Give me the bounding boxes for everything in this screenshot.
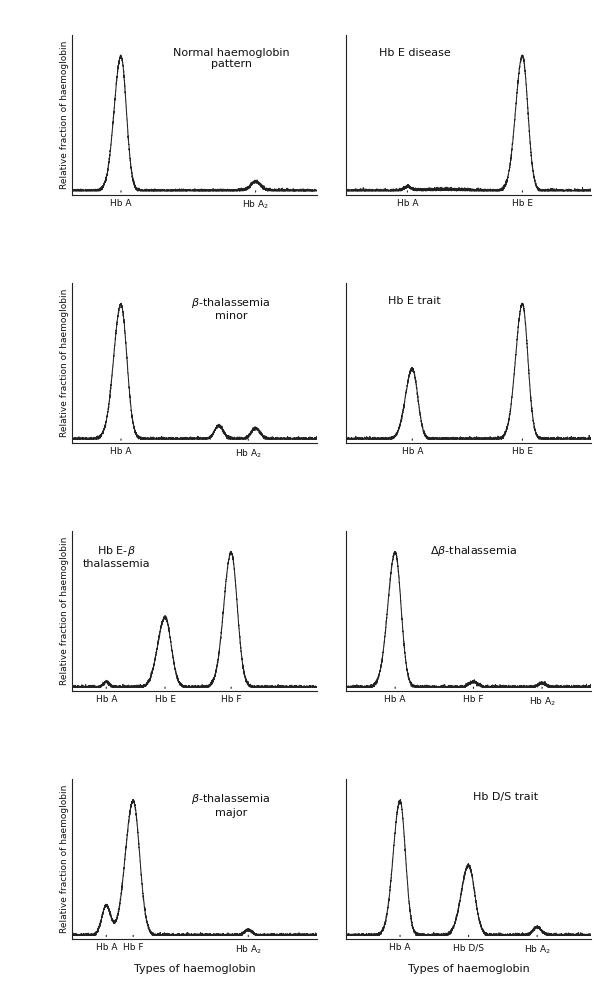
Text: Hb A: Hb A — [401, 447, 423, 456]
Text: $\Delta\beta$-thalassemia: $\Delta\beta$-thalassemia — [430, 544, 517, 558]
Y-axis label: Relative fraction of haemoglobin: Relative fraction of haemoglobin — [60, 785, 69, 933]
Text: Hb A$_2$: Hb A$_2$ — [242, 199, 269, 212]
Text: Hb A$_2$: Hb A$_2$ — [524, 943, 551, 956]
Text: Hb D/S: Hb D/S — [453, 943, 484, 952]
Text: Hb F: Hb F — [123, 943, 143, 952]
Text: Hb A: Hb A — [95, 695, 117, 705]
Y-axis label: Relative fraction of haemoglobin: Relative fraction of haemoglobin — [60, 289, 69, 437]
Text: Hb E trait: Hb E trait — [388, 296, 441, 306]
Text: Hb A: Hb A — [110, 199, 132, 208]
Y-axis label: Relative fraction of haemoglobin: Relative fraction of haemoglobin — [60, 537, 69, 685]
Text: Hb A$_2$: Hb A$_2$ — [529, 695, 556, 708]
Text: Hb A: Hb A — [397, 199, 418, 208]
Text: Hb E disease: Hb E disease — [379, 48, 451, 58]
Text: Hb D/S trait: Hb D/S trait — [473, 792, 538, 802]
X-axis label: Types of haemoglobin: Types of haemoglobin — [408, 964, 529, 974]
Text: Hb F: Hb F — [463, 695, 484, 705]
Text: Normal haemoglobin
pattern: Normal haemoglobin pattern — [173, 48, 289, 70]
Text: $\beta$-thalassemia
minor: $\beta$-thalassemia minor — [191, 296, 271, 321]
Text: Hb E: Hb E — [512, 199, 533, 208]
Text: Hb F: Hb F — [221, 695, 241, 705]
Text: Hb A: Hb A — [389, 943, 411, 952]
Text: $\beta$-thalassemia
major: $\beta$-thalassemia major — [191, 792, 271, 818]
Text: Hb E: Hb E — [155, 695, 176, 705]
Text: Hb E: Hb E — [512, 447, 533, 456]
X-axis label: Types of haemoglobin: Types of haemoglobin — [134, 964, 255, 974]
Text: Hb A: Hb A — [385, 695, 406, 705]
Text: Hb A$_2$: Hb A$_2$ — [235, 943, 262, 956]
Y-axis label: Relative fraction of haemoglobin: Relative fraction of haemoglobin — [60, 41, 69, 189]
Text: Hb A$_2$: Hb A$_2$ — [235, 447, 262, 459]
Text: Hb A: Hb A — [110, 447, 132, 456]
Text: Hb E-$\beta$
thalassemia: Hb E-$\beta$ thalassemia — [82, 544, 150, 570]
Text: Hb A: Hb A — [95, 943, 117, 952]
